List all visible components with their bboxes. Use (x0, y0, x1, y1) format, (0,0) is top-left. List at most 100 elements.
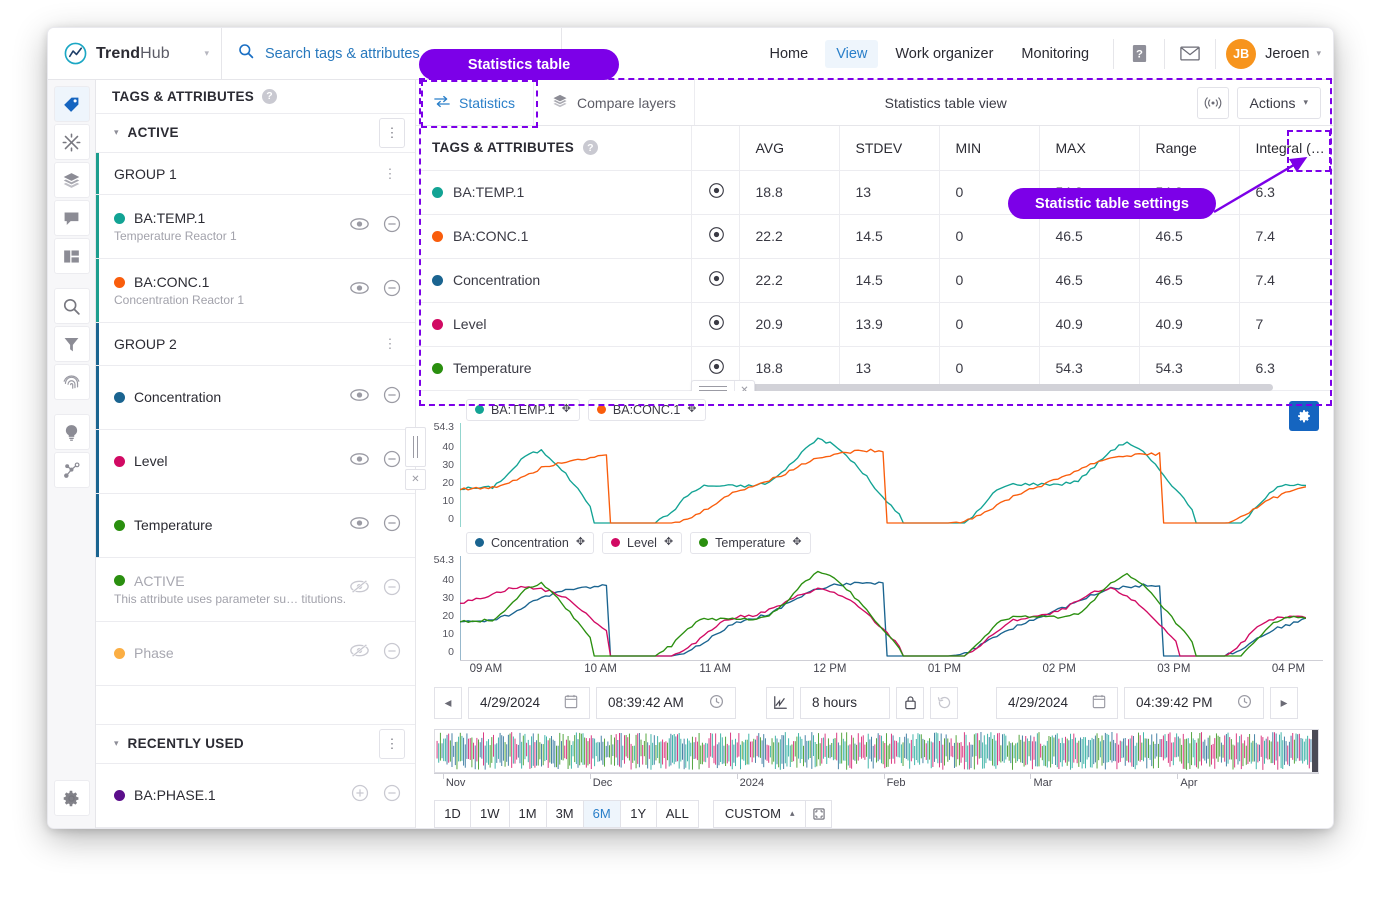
move-icon[interactable]: ✥ (663, 536, 674, 548)
chevron-down-icon[interactable]: ▾ (1316, 48, 1321, 58)
splitter-close-icon[interactable]: ✕ (405, 468, 426, 490)
column-header-tags[interactable]: TAGS & ATTRIBUTES ? (416, 126, 692, 171)
legend-chip-level[interactable]: Level ✥ (602, 531, 683, 554)
cell-visibility[interactable] (691, 214, 740, 259)
nav-item-monitoring[interactable]: Monitoring (1021, 45, 1090, 62)
end-time-field[interactable]: 04:39:42 PM (1124, 686, 1264, 719)
group-row-2[interactable]: GROUP 2 ⋮ (96, 323, 415, 366)
cell-visibility[interactable] (691, 302, 740, 347)
top-chart-svg[interactable] (460, 422, 1306, 527)
tab-statistics[interactable]: Statistics (416, 80, 535, 125)
remove-icon[interactable] (383, 450, 401, 473)
move-icon[interactable]: ✥ (687, 403, 697, 415)
tag-row-phase[interactable]: Phase (96, 622, 415, 686)
column-header-min[interactable]: MIN (939, 126, 1040, 171)
user-name[interactable]: Jeroen (1265, 45, 1310, 62)
column-header-avg[interactable]: AVG (739, 126, 840, 171)
section-menu-button[interactable]: ⋮ (379, 728, 405, 759)
range-button-6m[interactable]: 6M (582, 799, 621, 828)
actions-button[interactable]: Actions ▾ (1236, 86, 1321, 119)
clock-icon[interactable] (709, 694, 724, 712)
tag-row-concentration[interactable]: Concentration (96, 365, 415, 430)
column-header-integral[interactable]: Integral (… (1239, 126, 1333, 171)
prev-period-button[interactable]: ◂ (434, 686, 462, 719)
cell-visibility[interactable] (691, 258, 740, 303)
end-date-field[interactable]: 4/29/2024 (996, 686, 1118, 719)
remove-icon[interactable] (383, 514, 401, 537)
tag-row-temperature[interactable]: Temperature (96, 493, 415, 558)
legend-chip-ba-temp-1[interactable]: BA:TEMP.1 ✥ (466, 398, 580, 421)
broadcast-icon[interactable] (1196, 86, 1229, 119)
tag-row-level[interactable]: Level (96, 429, 415, 494)
eye-icon[interactable] (350, 217, 369, 236)
nav-item-view[interactable]: View (825, 39, 879, 68)
range-button-all[interactable]: ALL (655, 799, 699, 828)
scrollbar-thumb[interactable] (691, 383, 1273, 391)
clock-icon[interactable] (1237, 694, 1252, 712)
rail-comments-icon[interactable] (53, 200, 90, 236)
eye-icon[interactable] (350, 452, 369, 471)
legend-chip-ba-conc-1[interactable]: BA:CONC.1 ✥ (587, 398, 706, 421)
chevron-down-icon[interactable]: ▾ (114, 127, 119, 138)
eye-icon[interactable] (350, 281, 369, 300)
help-icon[interactable]: ? (1124, 39, 1154, 69)
tag-row-active-attribute[interactable]: ACTIVE This attribute uses parameter su…… (96, 558, 415, 622)
table-row[interactable]: BA:CONC.1 22.2 14.5 0 46.5 46.5 7.4 18. (416, 214, 1333, 259)
reset-zoom-button[interactable] (930, 686, 958, 719)
remove-icon[interactable] (383, 642, 401, 665)
expand-icon[interactable] (806, 799, 833, 828)
scale-button[interactable] (766, 686, 794, 719)
eye-icon[interactable] (350, 516, 369, 535)
rail-network-icon[interactable] (53, 452, 90, 488)
eye-icon[interactable] (350, 388, 369, 407)
eye-off-icon[interactable] (350, 579, 369, 599)
range-button-1m[interactable]: 1M (508, 799, 547, 828)
add-icon[interactable] (351, 784, 369, 807)
range-button-1d[interactable]: 1D (434, 799, 471, 828)
navigator-strip[interactable] (434, 728, 1319, 773)
move-icon[interactable]: ✥ (575, 536, 586, 548)
rail-dashboard-icon[interactable] (53, 238, 90, 274)
next-period-button[interactable]: ▸ (1270, 686, 1298, 719)
start-time-field[interactable]: 08:39:42 AM (596, 686, 736, 719)
remove-icon[interactable] (383, 784, 401, 807)
table-row[interactable]: Level 20.9 13.9 0 40.9 40.9 7 30. (416, 302, 1333, 347)
help-icon[interactable]: ? (583, 140, 598, 156)
rail-tags-icon[interactable] (53, 86, 90, 122)
navigator-right-handle[interactable] (1312, 729, 1318, 772)
remove-icon[interactable] (383, 386, 401, 409)
avatar[interactable]: JB (1226, 38, 1257, 69)
top-chart-plot[interactable]: 54.3 40 30 20 10 0 (416, 421, 1333, 527)
legend-chip-concentration[interactable]: Concentration ✥ (466, 531, 595, 554)
calendar-icon[interactable] (1092, 694, 1106, 712)
range-navigator[interactable]: Nov Dec 2024 Feb Mar Apr (434, 728, 1319, 794)
column-header-range[interactable]: Range (1139, 126, 1240, 171)
group-menu-button[interactable]: ⋮ (383, 336, 397, 352)
eye-off-icon[interactable] (350, 643, 369, 663)
section-menu-button[interactable]: ⋮ (379, 117, 405, 148)
start-date-field[interactable]: 4/29/2024 (468, 686, 590, 719)
rail-filter-icon[interactable] (53, 326, 90, 362)
move-icon[interactable]: ✥ (561, 403, 571, 415)
chevron-down-icon[interactable]: ▾ (204, 48, 209, 58)
help-icon[interactable]: ? (262, 88, 277, 104)
nav-item-home[interactable]: Home (769, 45, 809, 62)
tab-compare-layers[interactable]: Compare layers (534, 80, 695, 125)
bottom-chart-svg[interactable] (460, 555, 1306, 660)
remove-icon[interactable] (383, 578, 401, 601)
group-row-1[interactable]: GROUP 1 ⋮ (96, 152, 415, 196)
rail-search-icon[interactable] (53, 288, 90, 324)
calendar-icon[interactable] (564, 694, 578, 712)
chevron-down-icon[interactable]: ▾ (114, 738, 119, 749)
table-row[interactable]: Temperature 18.8 13 0 54.3 54.3 6.3 19. (416, 346, 1333, 391)
move-icon[interactable]: ✥ (792, 536, 802, 548)
range-button-1y[interactable]: 1Y (619, 799, 657, 828)
brand-logo-area[interactable]: TrendHub ▾ (48, 28, 222, 79)
legend-chip-temperature[interactable]: Temperature ✥ (690, 531, 811, 554)
rail-layers-icon[interactable] (53, 162, 90, 198)
mail-icon[interactable] (1175, 39, 1205, 69)
range-button-1w[interactable]: 1W (470, 799, 510, 828)
table-row[interactable]: Concentration 22.2 14.5 0 46.5 46.5 7.4 … (416, 258, 1333, 303)
panel-splitter[interactable]: ✕ (405, 426, 426, 490)
remove-icon[interactable] (383, 279, 401, 302)
